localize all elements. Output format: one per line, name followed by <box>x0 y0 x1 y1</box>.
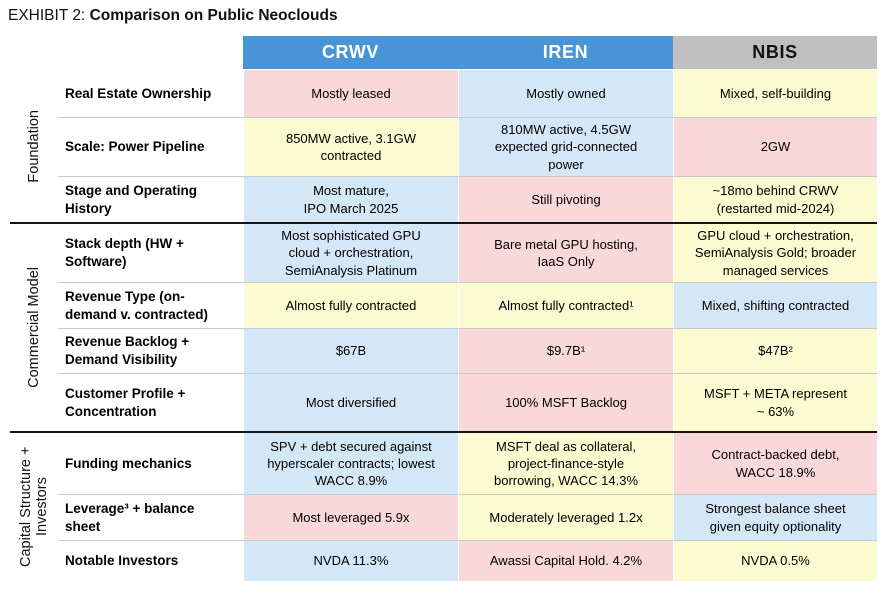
iren-cell: 100% MSFT Backlog <box>458 374 673 431</box>
section-label: Capital Structure + Investors <box>17 446 50 568</box>
row-label: Stack depth (HW + Software) <box>58 224 243 283</box>
section-label: Commercial Model <box>25 267 42 388</box>
crwv-cell: Most sophisticated GPU cloud + orchestra… <box>243 224 458 283</box>
section: Capital Structure + Investors Funding mec… <box>10 431 877 581</box>
nbis-cell: Contract-backed debt, WACC 18.9% <box>673 433 877 495</box>
iren-cell: MSFT deal as collateral, project-finance… <box>458 433 673 495</box>
section-label-wrap: Foundation <box>10 70 58 222</box>
crwv-cell: Most leveraged 5.9x <box>243 495 458 541</box>
row-label: Funding mechanics <box>58 433 243 495</box>
nbis-cell: Mixed, shifting contracted <box>673 283 877 329</box>
section: Commercial Model Stack depth (HW + Softwa… <box>10 222 877 431</box>
nbis-cell: MSFT + META represent ~ 63% <box>673 374 877 431</box>
row-label: Revenue Type (on- demand v. contracted) <box>58 283 243 329</box>
iren-cell: Mostly owned <box>458 70 673 118</box>
page-title: EXHIBIT 2: Comparison on Public Neocloud… <box>8 7 338 25</box>
section: Foundation Real Estate Ownership Mostly le… <box>10 70 877 222</box>
crwv-cell: Mostly leased <box>243 70 458 118</box>
section-label-wrap: Commercial Model <box>10 224 58 431</box>
table-header-row: CRWV IREN NBIS <box>10 36 877 69</box>
exhibit-title: Comparison on Public Neoclouds <box>89 7 338 24</box>
row-label: Customer Profile + Concentration <box>65 385 186 419</box>
nbis-cell: 2GW <box>673 118 877 177</box>
nbis-cell: $47B² <box>673 329 877 374</box>
crwv-cell: SPV + debt secured against hyperscaler c… <box>243 433 458 495</box>
crwv-cell: 850MW active, 3.1GW contracted <box>243 118 458 177</box>
section-label-wrap: Capital Structure + Investors <box>10 433 58 581</box>
nbis-cell: Mixed, self-building <box>673 70 877 118</box>
row-label: Notable Investors <box>65 553 179 569</box>
section-label: Foundation <box>25 109 42 183</box>
column-header-nbis: NBIS <box>673 36 877 69</box>
row-label: Real Estate Ownership <box>58 70 243 118</box>
iren-cell: Awassi Capital Hold. 4.2% <box>458 541 673 581</box>
iren-cell: Still pivoting <box>458 177 673 222</box>
nbis-cell: ~18mo behind CRWV (restarted mid-2024) <box>673 177 877 222</box>
crwv-cell: Almost fully contracted <box>243 283 458 329</box>
iren-cell: $9.7B¹ <box>458 329 673 374</box>
row-label: Scale: Power Pipeline <box>58 118 243 177</box>
row-label: Stage and Operating History <box>65 182 198 216</box>
row-label: Leverage³ + balance sheet <box>58 495 243 541</box>
crwv-cell: NVDA 11.3% <box>243 541 458 581</box>
comparison-table: CRWV IREN NBIS Foundation Real Estate Own… <box>10 36 877 581</box>
iren-cell: Almost fully contracted¹ <box>458 283 673 329</box>
iren-cell: 810MW active, 4.5GW expected grid-connec… <box>458 118 673 177</box>
iren-cell: Moderately leveraged 1.2x <box>458 495 673 541</box>
crwv-cell: Most mature, IPO March 2025 <box>243 177 458 222</box>
nbis-cell: NVDA 0.5% <box>673 541 877 581</box>
table-body: Foundation Real Estate Ownership Mostly le… <box>10 70 877 581</box>
exhibit-label: EXHIBIT 2: <box>8 7 90 24</box>
crwv-cell: $67B <box>243 329 458 374</box>
crwv-cell: Most diversified <box>243 374 458 431</box>
header-spacer <box>10 36 243 69</box>
column-header-crwv: CRWV <box>243 36 458 69</box>
row-label: Revenue Backlog + Demand Visibility <box>58 329 243 374</box>
iren-cell: Bare metal GPU hosting, IaaS Only <box>458 224 673 283</box>
column-header-iren: IREN <box>458 36 673 69</box>
nbis-cell: Strongest balance sheet given equity opt… <box>673 495 877 541</box>
nbis-cell: GPU cloud + orchestration, SemiAnalysis … <box>673 224 877 283</box>
